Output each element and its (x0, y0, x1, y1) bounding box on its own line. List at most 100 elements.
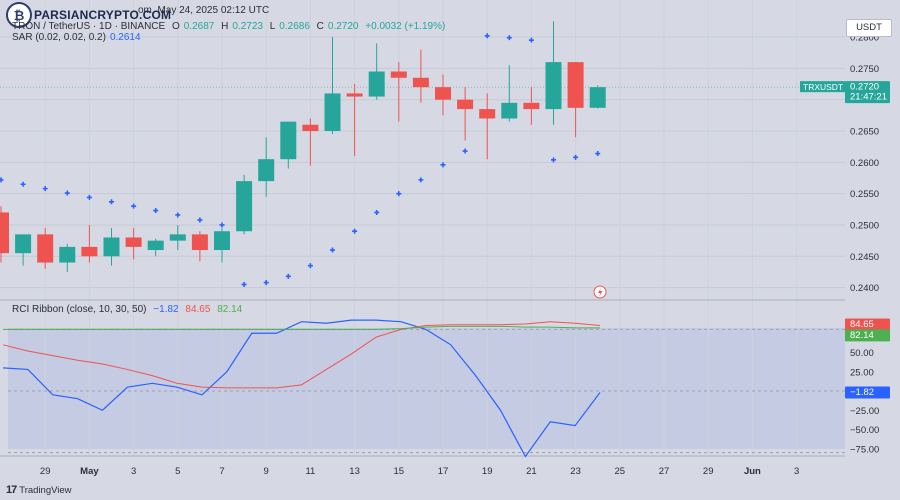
candle-body (37, 234, 54, 263)
candle-body (368, 71, 385, 97)
logo-icon: ₿ (6, 2, 32, 28)
l-value: 0.2686 (279, 21, 310, 32)
rci-long-tag-bg (845, 329, 890, 342)
time-tick-label: 3 (794, 466, 799, 477)
h-label: H (221, 21, 229, 32)
sar-dot (352, 228, 358, 234)
price-tick-label: 0.2800 (850, 33, 879, 44)
sar-value: 0.2614 (109, 32, 141, 43)
symbol-line: TRON / TetherUS · 1D · BINANCE (12, 21, 166, 32)
sar-dot (528, 37, 534, 43)
time-tick-label: 13 (349, 466, 360, 477)
time-tick-label: 21 (526, 466, 537, 477)
sar-dot (551, 157, 556, 163)
sar-dot (0, 177, 4, 183)
sar-dot (374, 209, 380, 215)
candle-body (479, 109, 496, 119)
candle-body (125, 237, 142, 247)
rci-band (8, 328, 845, 449)
rci-mid-line (2, 321, 601, 389)
candle-body (191, 234, 208, 251)
rci-long-value: 82.14 (217, 304, 243, 315)
time-tick-label: 3 (131, 466, 136, 477)
rci-label: RCI Ribbon (close, 10, 30, 50) (12, 304, 147, 315)
candle-body (0, 212, 9, 254)
candle-body (412, 77, 429, 88)
time-tick-label: 19 (482, 466, 493, 477)
time-axis: 29 May 3 5 7 9 11 13 15 17 19 21 23 25 27 29 Jun 3 (40, 466, 799, 477)
currency-button[interactable]: USDT (846, 19, 892, 37)
candles (0, 21, 606, 272)
sar-dot (219, 222, 225, 228)
tradingview-brand: 17 TradingView (6, 484, 72, 496)
watermark-text: PARSIANCRYPTO.COM (34, 8, 172, 22)
price-tick-label: 0.2750 (850, 64, 879, 75)
sar-dot (595, 151, 601, 157)
sar-dot (131, 203, 137, 209)
time-tick-label: 17 (438, 466, 449, 477)
candle-body (501, 102, 518, 119)
time-tick-label: 5 (175, 466, 180, 477)
price-tick-label: 0.2450 (850, 252, 879, 263)
time-tick-label: 29 (703, 466, 714, 477)
sar-dot (440, 162, 446, 168)
o-label: O (171, 21, 180, 32)
sar-dot (285, 273, 291, 279)
price-tick-label: 0.2600 (850, 158, 879, 169)
time-tick-label: Jun (744, 466, 761, 477)
sar-dot (462, 148, 468, 154)
watermark-logo: ₿ PARSIANCRYPTO.COM (6, 2, 171, 28)
sar-dot (573, 154, 579, 160)
candle-body (15, 234, 32, 254)
sar-dots (0, 33, 601, 287)
price-tick-label: 0.2500 (850, 220, 879, 231)
sar-dot (241, 281, 247, 287)
rci-header: RCI Ribbon (close, 10, 30, 50) −1.82 84.… (12, 304, 246, 315)
candle-body (81, 246, 98, 257)
time-tick-label: 11 (305, 466, 315, 477)
sar-dot (307, 263, 313, 269)
candle-body (324, 93, 341, 132)
sar-label: SAR (0.02, 0.02, 0.2) (12, 32, 106, 43)
rci-tick-label: 50.00 (850, 348, 874, 359)
rci-mid-tag-bg (845, 318, 890, 331)
sar-dot (86, 194, 92, 200)
tradingview-text: TradingView (19, 484, 72, 496)
rci-short-value: −1.82 (153, 304, 179, 315)
rci-tick-label: −75.00 (850, 444, 879, 455)
rci-short-line (2, 319, 601, 458)
time-tick-label: 9 (264, 466, 269, 477)
price-tick-label: 0.2650 (850, 127, 879, 138)
time-tick-label: 29 (40, 466, 51, 477)
time-tick-label: 7 (219, 466, 224, 477)
time-tick-label: 25 (615, 466, 626, 477)
sar-dot (418, 177, 424, 183)
candle-body (280, 121, 297, 160)
price-tick-label: 0.2550 (850, 189, 879, 200)
price-axis: 0.28000.27500.27000.26500.26000.25500.25… (850, 33, 879, 295)
candle-body (589, 87, 606, 108)
last-price-tag: 21:47:21 (850, 92, 887, 103)
candle-body (59, 246, 76, 263)
sar-dot (153, 208, 159, 214)
c-label: C (316, 21, 324, 32)
rci-short-tag-bg (845, 386, 890, 399)
candle-body (457, 99, 474, 110)
rci-axis: 50.00 25.00 −25.00 −50.00 −75.00 (850, 348, 879, 455)
sar-dot (330, 247, 335, 253)
c-value: 0.2720 (327, 21, 359, 32)
candle-body (302, 124, 319, 132)
rci-tick-label: −50.00 (850, 425, 879, 436)
last-price-tag: 0.2720 (850, 82, 879, 93)
h-value: 0.2723 (232, 21, 263, 32)
symbol-tag: TRXUSDT (803, 82, 843, 92)
price-tick-label: 0.2400 (850, 283, 879, 294)
price-panel-bg (0, 0, 845, 300)
time-tick-label: 15 (394, 466, 405, 477)
ohlc-header: TRON / TetherUS · 1D · BINANCE O 0.2687 H… (12, 21, 449, 32)
lightning-icon (598, 288, 603, 297)
candle-body (236, 181, 253, 232)
candle-body (103, 237, 120, 257)
